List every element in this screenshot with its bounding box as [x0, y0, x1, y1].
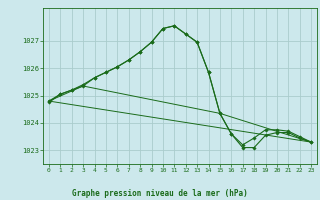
Text: Graphe pression niveau de la mer (hPa): Graphe pression niveau de la mer (hPa) — [72, 189, 248, 198]
